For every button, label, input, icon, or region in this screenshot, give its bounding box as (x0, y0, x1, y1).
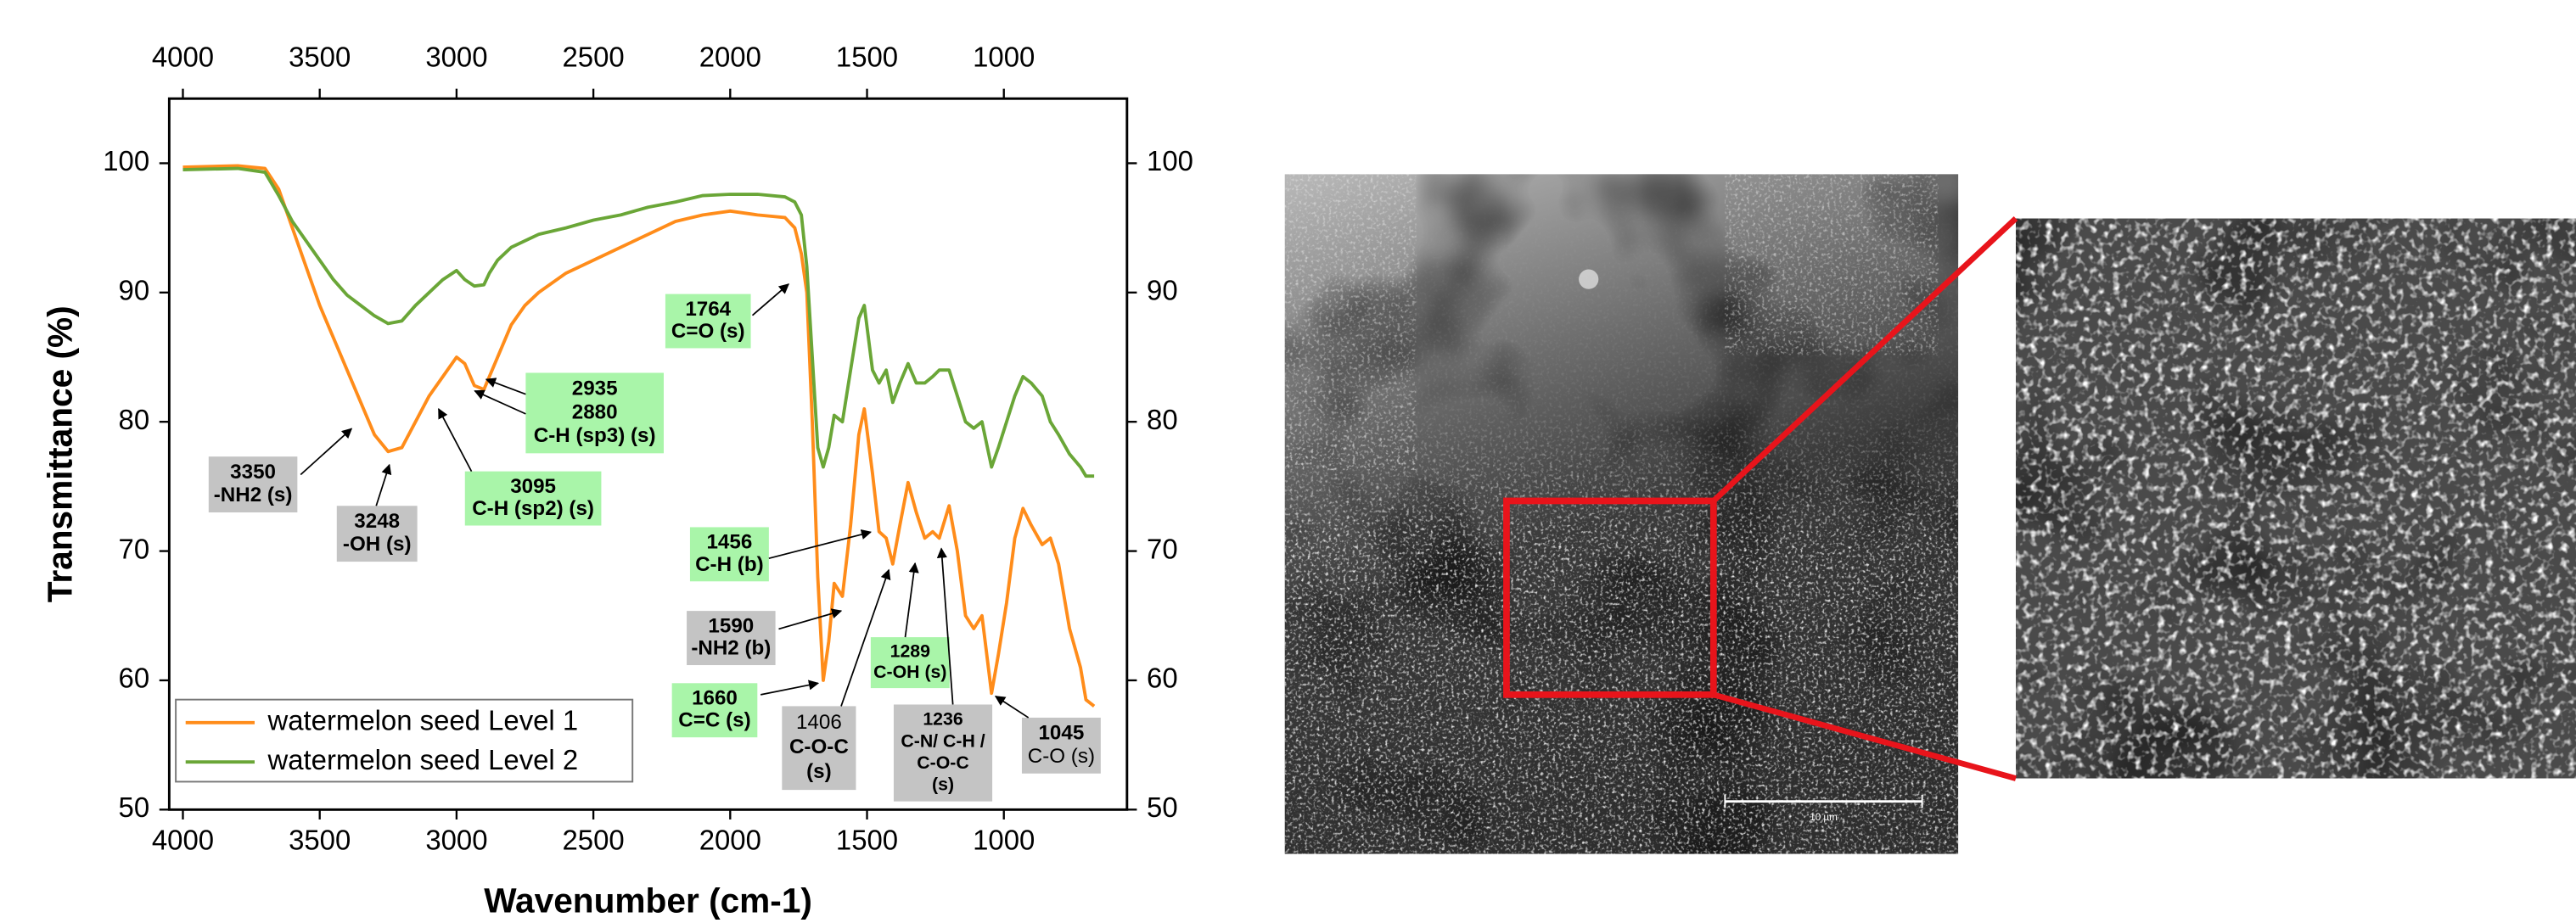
annotation-box (689, 527, 769, 582)
plot-frame (167, 97, 1129, 811)
annotation-arrow (751, 283, 790, 316)
annotation-text: C=C (s) (678, 709, 750, 732)
annotation-text: 2880 (572, 400, 618, 423)
annotation-text: 1406 (796, 711, 842, 734)
y-tick-label-right: 80 (1147, 404, 1178, 435)
y-axis-title: Transmittance (%) (40, 305, 79, 602)
annotation-arrow (904, 562, 919, 638)
annotation-text: (s) (932, 775, 954, 795)
y-tick-label-right: 60 (1147, 663, 1178, 694)
x-tick-label: 3000 (425, 825, 487, 856)
series-line (182, 166, 1095, 478)
x-tick-label-top: 3000 (425, 41, 487, 72)
annotation-text: C-OH (s) (873, 662, 946, 682)
annotation-arrow (375, 463, 392, 506)
y-tick-label: 60 (119, 663, 150, 694)
y-tick-label: 80 (119, 404, 150, 435)
sem-zoom (2015, 218, 2576, 779)
annotation-box (893, 704, 993, 802)
y-tick-label-right: 90 (1147, 274, 1178, 305)
annotation-text: -NH2 (b) (691, 637, 771, 660)
annotation-text: 3350 (230, 461, 276, 484)
annotation-arrow (840, 568, 891, 707)
annotation-text: 1764 (685, 298, 731, 321)
sem-image (1284, 174, 1959, 854)
annotation-arrow (760, 680, 820, 696)
annotation-text: 2935 (572, 378, 618, 400)
annotation-arrow (300, 428, 353, 476)
annotation-text: C-N/ C-H / (901, 730, 985, 751)
annotation-text: C-O-C (917, 752, 968, 773)
annotation-box (665, 294, 751, 349)
y-tick-label: 50 (119, 792, 150, 823)
annotation-text: C-H (b) (695, 553, 764, 576)
x-tick-label-top: 4000 (152, 41, 214, 72)
annotation-text: 1456 (706, 531, 752, 554)
legend-label: watermelon seed Level 1 (267, 704, 579, 736)
x-tick-label: 3500 (289, 825, 351, 856)
scale-bar-label: 10 µm (1810, 812, 1838, 823)
x-tick-label-top: 1500 (836, 41, 898, 72)
annotation-box (336, 506, 418, 562)
y-tick-label: 100 (103, 145, 149, 176)
annotation-text: C-O (s) (1028, 745, 1095, 768)
annotation-arrow (936, 547, 954, 705)
x-tick-label: 2500 (563, 825, 625, 856)
annotation-text: C-H (sp3) (s) (534, 424, 656, 447)
legend-box (175, 698, 634, 783)
annotation-box (525, 372, 664, 454)
annotation-arrow (778, 608, 843, 630)
annotation-text: C-O-C (789, 736, 849, 758)
sem-panel: 10 µm (1284, 174, 2576, 854)
annotation-text: 1590 (708, 614, 754, 637)
zoom-region (1503, 497, 1717, 698)
annotation-box (870, 637, 950, 689)
y-tick-label: 70 (119, 533, 150, 564)
annotation-text: C=O (s) (671, 320, 745, 343)
series-line (182, 164, 1096, 708)
annotation-box (687, 611, 776, 666)
x-tick-label: 2000 (699, 825, 761, 856)
x-axis-title: Wavenumber (cm-1) (484, 881, 812, 920)
y-tick-label-right: 50 (1147, 792, 1178, 823)
x-tick-label-top: 3500 (289, 41, 351, 72)
annotation-text: -NH2 (s) (214, 484, 293, 506)
annotation-box (782, 706, 856, 791)
annotation-box (1021, 717, 1101, 774)
y-tick-label-right: 70 (1147, 533, 1178, 564)
legend-label: watermelon seed Level 2 (267, 744, 579, 775)
annotation-text: 1236 (923, 709, 963, 730)
annotation-text: 1289 (890, 641, 931, 662)
annotation-text: -OH (s) (343, 533, 412, 556)
annotation-text: 3095 (510, 475, 556, 498)
y-tick-label-right: 100 (1147, 145, 1193, 176)
annotation-arrow (768, 529, 873, 560)
x-tick-label: 4000 (152, 825, 214, 856)
x-tick-label-top: 2000 (699, 41, 761, 72)
annotation-box (671, 683, 758, 738)
annotation-arrow (474, 389, 526, 415)
x-tick-label-top: 1000 (973, 41, 1035, 72)
annotation-arrow (994, 696, 1030, 719)
y-tick-label: 90 (119, 274, 150, 305)
annotation-arrow (438, 407, 473, 473)
annotation-text: 3248 (354, 510, 400, 533)
annotation-arrow (485, 378, 526, 395)
annotation-text: 1660 (692, 687, 738, 710)
x-tick-label: 1500 (836, 825, 898, 856)
zoom-connector (1712, 691, 2017, 781)
zoom-connector (1711, 216, 2018, 503)
annotation-text: 1045 (1038, 722, 1084, 745)
annotation-text: C-H (sp2) (s) (472, 497, 594, 520)
x-tick-label-top: 2500 (563, 41, 625, 72)
annotation-box (208, 456, 298, 513)
annotation-text: (s) (806, 760, 832, 783)
x-tick-label: 1000 (973, 825, 1035, 856)
annotation-box (464, 471, 602, 526)
